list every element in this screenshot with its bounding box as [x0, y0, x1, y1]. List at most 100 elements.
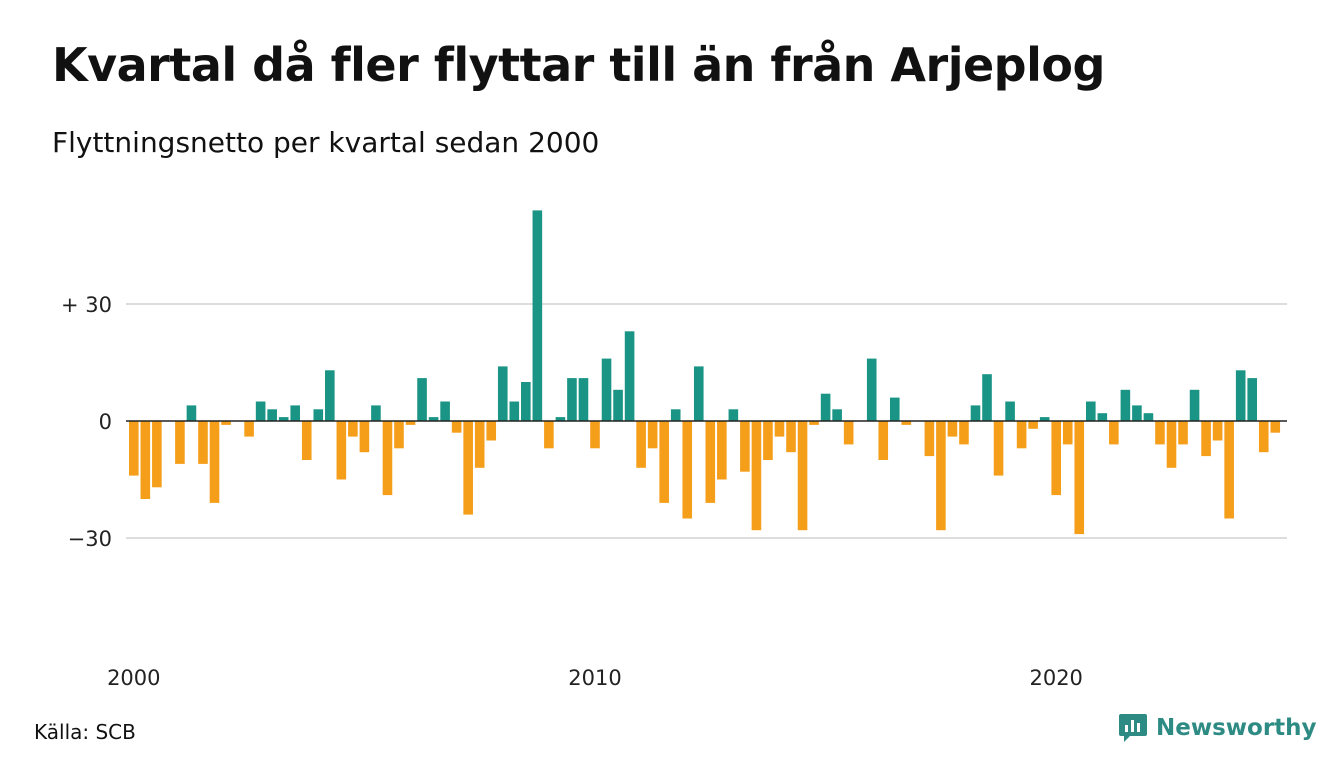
bar[interactable]: [417, 378, 427, 421]
bar[interactable]: [786, 421, 796, 453]
bar[interactable]: [1247, 378, 1258, 421]
bar[interactable]: [129, 421, 139, 476]
chart-title: Kvartal då fler flyttar till än från Arj…: [52, 38, 1105, 92]
bar[interactable]: [486, 421, 497, 441]
bar[interactable]: [1109, 421, 1119, 445]
bar[interactable]: [659, 421, 669, 503]
bar[interactable]: [728, 409, 739, 421]
bar[interactable]: [1155, 421, 1165, 445]
bar[interactable]: [982, 374, 992, 421]
bar[interactable]: [1201, 421, 1211, 457]
bar[interactable]: [244, 421, 254, 437]
bar[interactable]: [555, 417, 566, 421]
bar[interactable]: [359, 421, 370, 453]
bar[interactable]: [1224, 421, 1234, 519]
bar[interactable]: [544, 421, 554, 449]
bar[interactable]: [394, 421, 404, 449]
bar[interactable]: [1212, 421, 1223, 441]
bar[interactable]: [1039, 417, 1050, 421]
bar[interactable]: [636, 421, 646, 468]
bar[interactable]: [1235, 370, 1246, 421]
brand-logo[interactable]: Newsworthy: [1118, 712, 1317, 744]
bar[interactable]: [1166, 421, 1177, 468]
bar[interactable]: [901, 421, 912, 425]
bar[interactable]: [947, 421, 958, 437]
bar[interactable]: [255, 401, 266, 422]
bar[interactable]: [1016, 421, 1027, 449]
bar[interactable]: [601, 358, 612, 421]
bar[interactable]: [878, 421, 889, 460]
bar[interactable]: [152, 421, 162, 488]
bar[interactable]: [267, 409, 277, 421]
bar[interactable]: [774, 421, 785, 437]
bar[interactable]: [382, 421, 393, 496]
bar[interactable]: [1097, 413, 1108, 421]
bar[interactable]: [751, 421, 762, 531]
bar[interactable]: [1074, 421, 1085, 535]
bar[interactable]: [705, 421, 716, 503]
bar[interactable]: [613, 389, 623, 421]
bar[interactable]: [740, 421, 750, 472]
bar[interactable]: [567, 378, 577, 421]
x-tick-label: 2000: [107, 666, 160, 690]
bar[interactable]: [440, 401, 450, 422]
bar[interactable]: [175, 421, 185, 464]
bar[interactable]: [463, 421, 473, 515]
bar[interactable]: [843, 421, 854, 445]
bar[interactable]: [970, 405, 981, 421]
bar[interactable]: [313, 409, 324, 421]
bar[interactable]: [959, 421, 969, 445]
bar[interactable]: [532, 210, 543, 421]
bar[interactable]: [1120, 389, 1131, 421]
bar[interactable]: [405, 421, 416, 425]
bar[interactable]: [590, 421, 600, 449]
bar[interactable]: [1085, 401, 1096, 422]
bar[interactable]: [336, 421, 347, 480]
bar[interactable]: [1189, 389, 1200, 421]
bar[interactable]: [1270, 421, 1281, 433]
bar[interactable]: [325, 370, 335, 421]
bar[interactable]: [301, 421, 312, 460]
x-tick-label: 2010: [568, 666, 621, 690]
bar[interactable]: [993, 421, 1004, 476]
bar[interactable]: [624, 331, 635, 421]
bar[interactable]: [278, 417, 289, 421]
bar[interactable]: [198, 421, 208, 464]
bar[interactable]: [186, 405, 197, 421]
bar[interactable]: [820, 393, 831, 421]
bar[interactable]: [474, 421, 485, 468]
bar[interactable]: [497, 366, 508, 421]
bar[interactable]: [140, 421, 151, 499]
bar[interactable]: [763, 421, 773, 460]
bar[interactable]: [509, 401, 520, 422]
bar[interactable]: [1258, 421, 1269, 453]
bar[interactable]: [1132, 405, 1142, 421]
bar[interactable]: [866, 358, 877, 421]
bar[interactable]: [428, 417, 439, 421]
bar[interactable]: [371, 405, 381, 421]
bar[interactable]: [924, 421, 935, 457]
bar[interactable]: [1005, 401, 1015, 422]
bar[interactable]: [832, 409, 842, 421]
bar[interactable]: [693, 366, 704, 421]
bar[interactable]: [670, 409, 681, 421]
bar[interactable]: [647, 421, 658, 449]
bar[interactable]: [1062, 421, 1073, 445]
bar[interactable]: [717, 421, 727, 480]
bar[interactable]: [221, 421, 231, 425]
bar[interactable]: [451, 421, 462, 433]
bar[interactable]: [1143, 413, 1154, 421]
bar[interactable]: [1051, 421, 1061, 496]
bar[interactable]: [936, 421, 946, 531]
bar[interactable]: [521, 382, 531, 421]
bar[interactable]: [348, 421, 358, 437]
bar[interactable]: [889, 397, 900, 421]
bar[interactable]: [1178, 421, 1188, 445]
bar[interactable]: [578, 378, 589, 421]
bar[interactable]: [797, 421, 808, 531]
bar[interactable]: [290, 405, 301, 421]
bar[interactable]: [809, 421, 819, 425]
bar[interactable]: [209, 421, 220, 503]
bar[interactable]: [1028, 421, 1038, 429]
bar[interactable]: [682, 421, 693, 519]
